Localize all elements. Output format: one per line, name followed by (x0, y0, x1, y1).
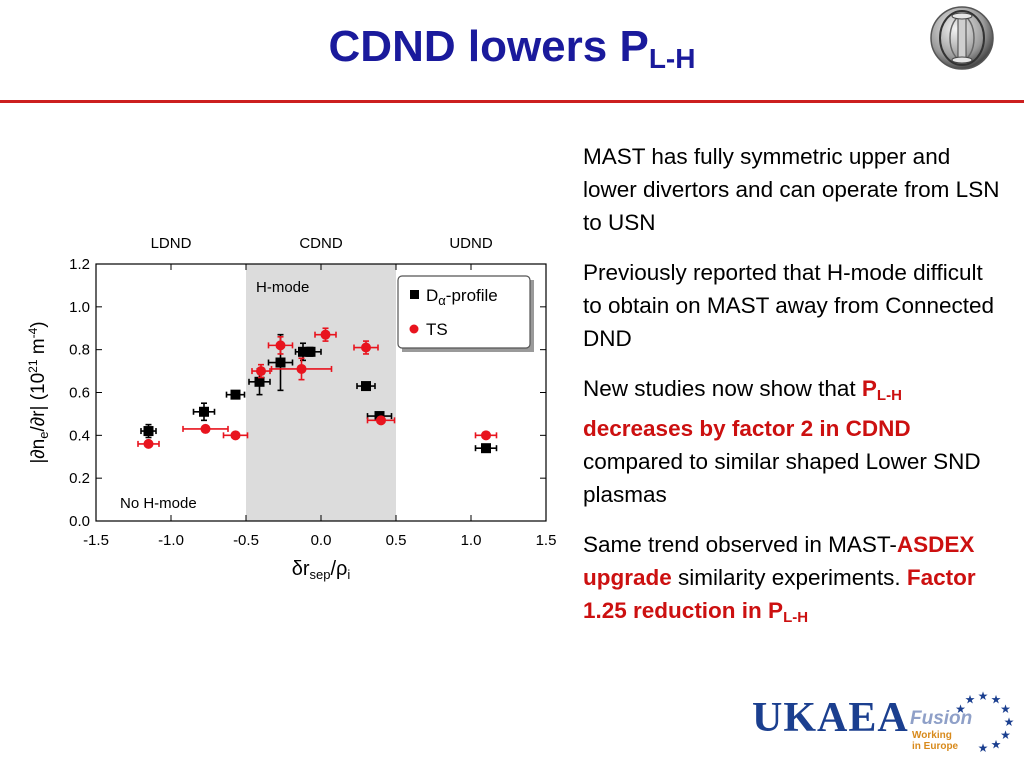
title-divider (0, 100, 1024, 103)
region-label-udnd: UDND (449, 235, 492, 252)
data-point-square (481, 443, 491, 454)
highlight-asdex: ASDEX upgrade (583, 532, 975, 590)
legend-dalpha-label: Dα-profile (426, 286, 498, 308)
no-h-mode-label: No H-mode (120, 495, 197, 512)
legend-ts-marker (409, 324, 419, 334)
h-mode-band (246, 264, 396, 521)
data-point-circle (200, 423, 211, 434)
y-tick-label: 0.2 (69, 470, 90, 487)
star-icon: ★ (965, 692, 976, 706)
working-in-europe-text: Working in Europe (912, 730, 959, 752)
data-point-circle (230, 430, 241, 441)
region-label-ldnd: LDND (151, 235, 192, 252)
data-point-circle (296, 363, 307, 374)
star-icon: ★ (978, 741, 989, 755)
data-point-circle (481, 430, 491, 441)
star-icon: ★ (955, 702, 966, 716)
data-point-circle (143, 438, 154, 449)
x-tick-label: 1.5 (536, 532, 557, 549)
star-icon: ★ (991, 738, 1002, 752)
ukaea-wordmark: UKAEA (752, 695, 909, 741)
slide-title-subscript: L-H (648, 43, 696, 74)
x-tick-label: -1.5 (83, 532, 109, 549)
x-tick-label: -1.0 (158, 532, 184, 549)
y-tick-label: 0.0 (69, 513, 90, 530)
star-icon: ★ (1000, 728, 1011, 742)
data-point-circle (320, 329, 331, 340)
paragraph-new-studies: New studies now show that PL-H decreases… (583, 376, 981, 507)
data-point-square (361, 381, 371, 392)
x-axis-label: δrsep/ρi (292, 558, 351, 582)
legend: Dα-profile TS (397, 275, 534, 352)
chart-container: LDND CDND UDND H-mode No H-mode -1.5 -1.0 -0… (20, 230, 560, 600)
paragraph-symmetric-divertors: MAST has fully symmetric upper and lower… (583, 144, 1000, 235)
data-point-square (275, 357, 286, 368)
ukaea-fusion-logo: UKAEA Fusion Working in Europe ★ ★ ★ ★ ★ ★ ★ ★ ★ (748, 688, 1018, 758)
star-icon: ★ (1000, 702, 1011, 716)
highlight-plh-decrease: PL-H decreases by factor 2 in CDND (583, 376, 911, 441)
data-point-circle (361, 342, 371, 353)
data-point-square (199, 406, 209, 417)
highlight-factor: Factor 1.25 reduction in PL-H (583, 565, 976, 626)
x-tick-label: 0.5 (386, 532, 407, 549)
star-icon: ★ (978, 689, 989, 703)
mast-logo-icon (930, 6, 994, 70)
data-point-square (254, 376, 265, 387)
eu-stars-icon: ★ ★★★★★★★★ (955, 689, 1015, 755)
data-point-circle (376, 415, 386, 426)
series-ts (137, 327, 498, 449)
x-tick-label: 0.0 (311, 532, 332, 549)
paragraph-asdex: Same trend observed in MAST-ASDEX upgrad… (583, 532, 976, 626)
scatter-chart: LDND CDND UDND H-mode No H-mode -1.5 -1.0 -0… (26, 235, 557, 582)
y-tick-label: 0.8 (69, 342, 90, 359)
data-point-square (305, 346, 316, 357)
legend-dalpha-marker (410, 290, 419, 299)
star-icon: ★ (991, 692, 1002, 706)
paragraph-previous-report: Previously reported that H-mode difficul… (583, 260, 995, 351)
fusion-wordmark: Fusion (910, 708, 973, 729)
region-label-cdnd: CDND (299, 235, 342, 252)
y-tick-label: 1.0 (69, 299, 90, 316)
legend-ts-label: TS (426, 320, 448, 339)
slide-title-main: CDND lowers P (328, 22, 649, 71)
slide-title: CDND lowers PL-H (0, 22, 1024, 75)
data-point-circle (256, 366, 266, 377)
data-point-square (230, 389, 241, 400)
legend-box (397, 275, 531, 349)
y-tick-label: 0.4 (69, 427, 90, 444)
data-point-circle (275, 340, 286, 351)
y-tick-label: 1.2 (69, 256, 90, 273)
x-tick-label: 1.0 (461, 532, 482, 549)
x-tick-label: -0.5 (233, 532, 259, 549)
y-axis-label: |∂ne/∂r| (1021 m-4) (26, 321, 51, 463)
star-icon: ★ (1004, 715, 1015, 729)
data-point-square (143, 426, 154, 437)
series-d (140, 333, 498, 454)
y-tick-label: 0.6 (69, 385, 90, 402)
slide-body: MAST has fully symmetric upper and lower… (583, 140, 1003, 651)
h-mode-label: H-mode (256, 279, 309, 296)
